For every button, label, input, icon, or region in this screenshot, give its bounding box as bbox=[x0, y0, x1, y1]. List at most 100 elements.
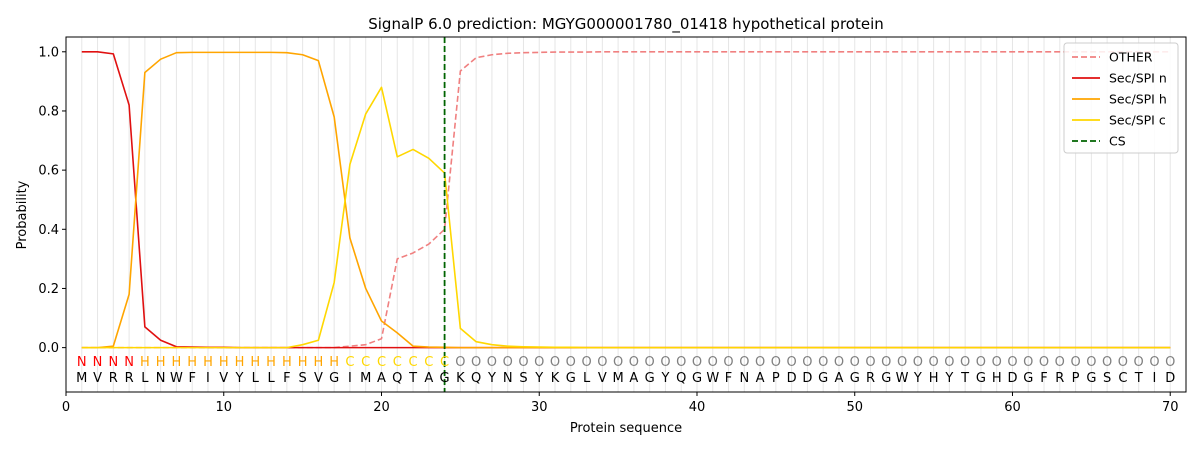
residue-letter: D bbox=[787, 371, 797, 386]
residue-letter: H bbox=[992, 371, 1002, 386]
residue-letter: Y bbox=[660, 371, 669, 386]
region-label: O bbox=[692, 355, 702, 370]
region-label: O bbox=[739, 355, 749, 370]
residue-letter: I bbox=[348, 371, 352, 386]
region-label: O bbox=[1102, 355, 1112, 370]
region-label: O bbox=[960, 355, 970, 370]
region-label: C bbox=[361, 355, 370, 370]
region-label: O bbox=[1118, 355, 1128, 370]
residue-letter: A bbox=[629, 371, 638, 386]
residue-letter: S bbox=[298, 371, 306, 386]
residue-letter: P bbox=[1072, 371, 1080, 386]
residue-letter: A bbox=[424, 371, 433, 386]
residue-letter: Y bbox=[487, 371, 496, 386]
x-axis-label: Protein sequence bbox=[570, 421, 682, 436]
residue-letter: F bbox=[1040, 371, 1047, 386]
residue-letter: P bbox=[772, 371, 780, 386]
region-label: O bbox=[771, 355, 781, 370]
region-label: C bbox=[377, 355, 386, 370]
series-line-sec-spi-n bbox=[81, 50, 1171, 349]
residue-letter: C bbox=[1118, 371, 1127, 386]
legend-entry: Sec/SPI c bbox=[1109, 113, 1166, 128]
region-label: O bbox=[1086, 355, 1096, 370]
region-label: H bbox=[140, 355, 150, 370]
series-line-other bbox=[81, 50, 1171, 349]
x-tick-label: 20 bbox=[373, 400, 390, 415]
residue-letter: V bbox=[93, 371, 102, 386]
region-label: O bbox=[1023, 355, 1033, 370]
residue-letter: T bbox=[408, 371, 417, 386]
region-label: C bbox=[393, 355, 402, 370]
residue-letter: T bbox=[960, 371, 969, 386]
residue-letter: L bbox=[583, 371, 591, 386]
region-label: O bbox=[660, 355, 670, 370]
region-label: H bbox=[235, 355, 245, 370]
residue-letter: N bbox=[503, 371, 513, 386]
legend-entry: Sec/SPI h bbox=[1109, 92, 1167, 107]
residue-letter: G bbox=[1086, 371, 1096, 386]
residue-letter: Y bbox=[534, 371, 543, 386]
residue-letter: R bbox=[866, 371, 875, 386]
residue-letter: R bbox=[1055, 371, 1064, 386]
x-tick-label: 70 bbox=[1162, 400, 1179, 415]
residue-letter: Q bbox=[676, 371, 686, 386]
region-label: C bbox=[440, 355, 449, 370]
region-label: O bbox=[1039, 355, 1049, 370]
residue-letter: G bbox=[1023, 371, 1033, 386]
region-label: H bbox=[314, 355, 324, 370]
residue-letter: L bbox=[141, 371, 149, 386]
region-label: O bbox=[534, 355, 544, 370]
residue-letter: Y bbox=[235, 371, 244, 386]
residue-letter: D bbox=[1007, 371, 1017, 386]
residue-letter: G bbox=[566, 371, 576, 386]
region-label: O bbox=[597, 355, 607, 370]
region-label: O bbox=[881, 355, 891, 370]
region-label: H bbox=[250, 355, 260, 370]
residue-letter: R bbox=[109, 371, 118, 386]
residue-letter: L bbox=[267, 371, 275, 386]
region-label: O bbox=[1055, 355, 1065, 370]
x-tick-label: 0 bbox=[62, 400, 70, 415]
x-tick-label: 60 bbox=[1004, 400, 1021, 415]
residue-letter: Q bbox=[392, 371, 402, 386]
region-label: H bbox=[282, 355, 292, 370]
residue-letter: D bbox=[1165, 371, 1175, 386]
residue-letter: G bbox=[440, 371, 450, 386]
residue-letter: W bbox=[706, 371, 719, 386]
y-tick-label: 0.8 bbox=[38, 104, 59, 119]
residue-letter: M bbox=[360, 371, 371, 386]
residue-letter: G bbox=[818, 371, 828, 386]
chart-title: SignalP 6.0 prediction: MGYG000001780_01… bbox=[368, 15, 884, 34]
residue-letter: V bbox=[219, 371, 228, 386]
region-label: O bbox=[471, 355, 481, 370]
region-label: O bbox=[818, 355, 828, 370]
residue-letter: V bbox=[598, 371, 607, 386]
region-label: O bbox=[629, 355, 639, 370]
region-label: O bbox=[850, 355, 860, 370]
residue-letter: G bbox=[329, 371, 339, 386]
residue-letter: Y bbox=[944, 371, 953, 386]
region-label: C bbox=[409, 355, 418, 370]
region-label: O bbox=[944, 355, 954, 370]
residue-letter: I bbox=[1153, 371, 1157, 386]
residue-letter: N bbox=[156, 371, 166, 386]
residue-letter: G bbox=[976, 371, 986, 386]
region-label: O bbox=[550, 355, 560, 370]
residue-letter: G bbox=[850, 371, 860, 386]
residue-letter: K bbox=[456, 371, 465, 386]
region-label: O bbox=[1149, 355, 1159, 370]
residue-letter: A bbox=[377, 371, 386, 386]
region-label: O bbox=[1070, 355, 1080, 370]
residue-letter: L bbox=[252, 371, 260, 386]
region-label: O bbox=[928, 355, 938, 370]
region-label: O bbox=[834, 355, 844, 370]
legend-entry: CS bbox=[1109, 134, 1126, 149]
region-label: H bbox=[329, 355, 339, 370]
x-tick-label: 10 bbox=[215, 400, 232, 415]
region-label: O bbox=[676, 355, 686, 370]
region-label: O bbox=[755, 355, 765, 370]
residue-letter: T bbox=[1134, 371, 1143, 386]
residue-letter: M bbox=[613, 371, 624, 386]
residue-letter: S bbox=[519, 371, 527, 386]
